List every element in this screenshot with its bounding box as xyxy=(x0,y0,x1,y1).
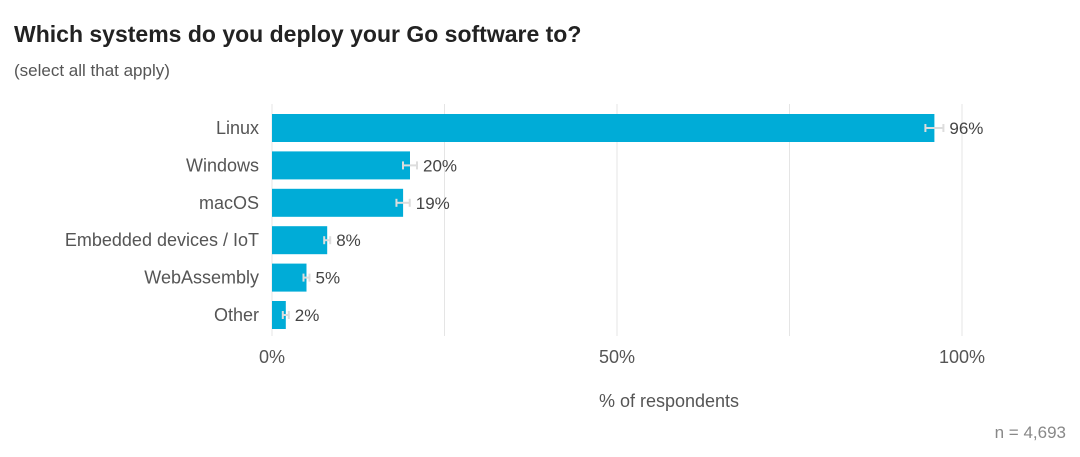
value-label: 20% xyxy=(423,156,457,175)
gridlines xyxy=(271,104,963,336)
bar xyxy=(272,114,935,142)
value-label: 19% xyxy=(416,194,450,213)
bar xyxy=(272,188,404,217)
chart-title: Which systems do you deploy your Go soft… xyxy=(14,21,582,47)
value-label: 96% xyxy=(949,119,983,138)
category-label: Other xyxy=(214,305,259,325)
value-label: 2% xyxy=(295,306,320,325)
error-bar xyxy=(302,273,311,282)
labels: 0% 50% 100% Linux 96% Windows 20% macOS 19% Embed… xyxy=(65,118,985,367)
category-label: WebAssembly xyxy=(144,268,259,288)
category-label: macOS xyxy=(199,193,259,213)
error-bar xyxy=(395,198,411,207)
value-label: 5% xyxy=(316,269,341,288)
error-bar xyxy=(402,161,418,170)
category-label: Linux xyxy=(216,118,259,138)
category-label: Windows xyxy=(186,155,259,175)
x-tick-label: 0% xyxy=(259,347,285,367)
bar xyxy=(272,226,328,255)
bar xyxy=(272,263,307,292)
bars xyxy=(272,114,945,329)
x-axis-title: % of respondents xyxy=(599,391,739,411)
chart-subtitle: (select all that apply) xyxy=(14,61,170,80)
bar xyxy=(272,301,286,329)
error-bar xyxy=(323,236,332,245)
bar xyxy=(272,151,410,180)
x-tick-label: 50% xyxy=(599,347,635,367)
sample-size-note: n = 4,693 xyxy=(994,423,1066,442)
error-bar xyxy=(281,311,290,319)
x-tick-label: 100% xyxy=(939,347,985,367)
category-label: Embedded devices / IoT xyxy=(65,230,259,250)
value-label: 8% xyxy=(336,231,361,250)
error-bar xyxy=(924,124,945,132)
